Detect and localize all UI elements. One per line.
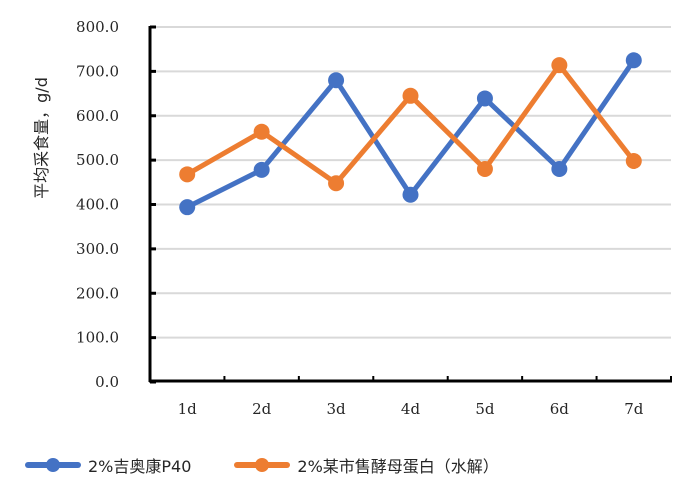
y-axis-ticks: 0.0 100.0 200.0 300.0 400.0 500.0 600.0 700.0 80… bbox=[76, 18, 119, 391]
data-point[interactable] bbox=[328, 175, 345, 192]
data-point[interactable] bbox=[402, 186, 419, 203]
legend-label: 2%吉奥康P40 bbox=[88, 457, 192, 476]
data-point[interactable] bbox=[253, 123, 270, 140]
line-marker-icon bbox=[22, 450, 84, 480]
gridlines bbox=[150, 26, 671, 339]
line-marker-icon bbox=[231, 450, 293, 480]
data-point[interactable] bbox=[179, 199, 196, 216]
series-1 bbox=[179, 52, 642, 216]
data-point[interactable] bbox=[402, 87, 419, 104]
data-point[interactable] bbox=[625, 153, 642, 170]
legend: 2%吉奥康P40 2%某市售酵母蛋白（水解） bbox=[22, 450, 539, 480]
data-point[interactable] bbox=[551, 57, 568, 74]
legend-item-series-1[interactable]: 2%吉奥康P40 bbox=[22, 450, 191, 480]
legend-item-series-2[interactable]: 2%某市售酵母蛋白（水解） bbox=[231, 450, 499, 480]
y-tick-label: 500.0 bbox=[76, 151, 119, 169]
y-tick-label: 100.0 bbox=[76, 329, 119, 347]
y-tick-label: 400.0 bbox=[76, 196, 119, 214]
x-tick-label: 3d bbox=[326, 400, 346, 418]
x-tick-label: 4d bbox=[401, 400, 421, 418]
data-point[interactable] bbox=[328, 72, 345, 89]
x-axis-ticks: 1d 2d 3d 4d 5d 6d 7d bbox=[178, 400, 644, 418]
y-axis-label: 平均采食量，g/d bbox=[32, 77, 51, 199]
data-point[interactable] bbox=[476, 161, 493, 177]
x-tick-label: 2d bbox=[252, 400, 272, 418]
series-2 bbox=[179, 57, 642, 192]
data-point[interactable] bbox=[253, 161, 270, 178]
axes bbox=[148, 25, 672, 384]
data-point[interactable] bbox=[476, 90, 493, 107]
y-tick-label: 300.0 bbox=[76, 240, 119, 258]
data-point[interactable] bbox=[625, 52, 642, 69]
x-tick-label: 1d bbox=[178, 400, 198, 418]
legend-label: 2%某市售酵母蛋白（水解） bbox=[297, 457, 499, 476]
y-tick-label: 0.0 bbox=[95, 373, 119, 391]
x-tick-label: 5d bbox=[475, 400, 495, 418]
y-tick-label: 800.0 bbox=[76, 18, 119, 36]
y-tick-label: 600.0 bbox=[76, 107, 119, 125]
series-line bbox=[185, 62, 636, 186]
data-point[interactable] bbox=[179, 166, 196, 183]
data-series bbox=[179, 52, 642, 216]
x-tick-label: 6d bbox=[550, 400, 570, 418]
data-point[interactable] bbox=[551, 161, 568, 177]
x-tick-label: 7d bbox=[624, 400, 644, 418]
y-tick-label: 700.0 bbox=[76, 62, 119, 80]
y-tick-label: 200.0 bbox=[76, 284, 119, 302]
